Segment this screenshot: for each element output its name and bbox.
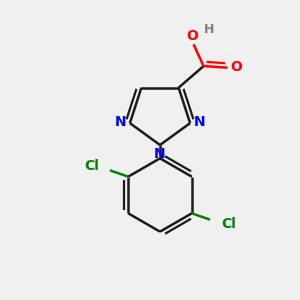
Text: O: O — [186, 29, 198, 43]
Text: N: N — [194, 116, 206, 130]
Text: H: H — [204, 23, 215, 36]
Text: O: O — [230, 60, 242, 74]
Text: N: N — [154, 147, 166, 161]
Text: Cl: Cl — [84, 159, 99, 173]
Text: Cl: Cl — [221, 217, 236, 231]
Text: N: N — [114, 116, 126, 130]
